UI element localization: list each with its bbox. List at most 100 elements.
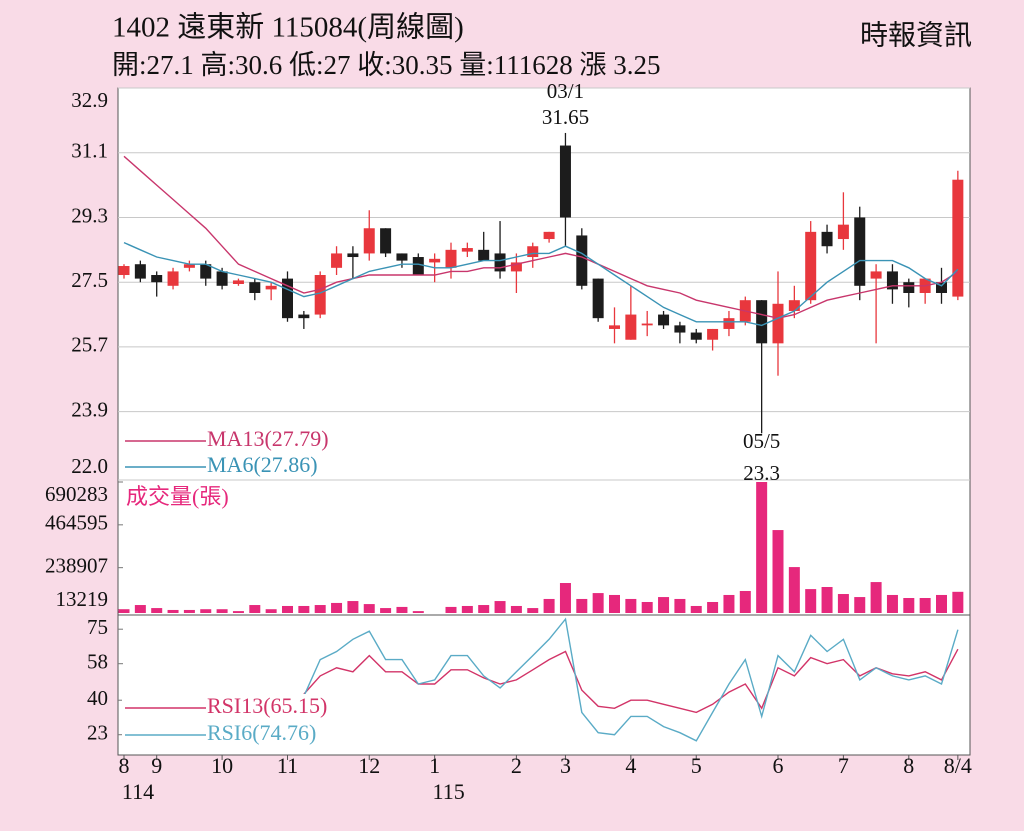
candle-body [690, 332, 702, 340]
candle-body [445, 249, 457, 268]
title: 1402 遠東新 115084(周線圖) [112, 11, 464, 44]
volume-bar [298, 605, 310, 613]
y-tick-label: 690283 [45, 482, 108, 506]
x-tick-label: 12 [358, 753, 380, 778]
volume-bar [167, 609, 179, 613]
volume-bar [396, 606, 408, 613]
annotation-date: 05/5 [743, 429, 780, 453]
y-tick-label: 31.1 [71, 139, 108, 163]
candle-body [429, 258, 441, 263]
candle-body [609, 325, 620, 329]
x-tick-label: 1 [429, 753, 440, 778]
volume-bar [723, 594, 735, 613]
candle-body [151, 275, 163, 283]
volume-bar [625, 598, 637, 613]
candle-body [347, 253, 359, 258]
candle-body [380, 228, 392, 254]
x-tick-label: 8 [903, 753, 914, 778]
volume-bar [690, 605, 702, 613]
volume-bar [118, 609, 130, 613]
x-tick-label: 8/4 [944, 753, 972, 778]
candle-body [527, 246, 539, 258]
y-tick-label: 464595 [45, 511, 108, 535]
volume-bar [183, 609, 195, 613]
volume-bar [363, 604, 375, 613]
volume-bar [200, 609, 212, 613]
x-tick-label: 5 [691, 753, 702, 778]
candle-body [936, 282, 947, 293]
candle-body [200, 264, 212, 279]
y-tick-label: 22.0 [71, 454, 108, 478]
candle-body [478, 249, 490, 261]
volume-bar [461, 605, 473, 613]
volume-bar [854, 597, 866, 613]
candle-body [723, 318, 735, 329]
x-tick-label: 11 [277, 753, 298, 778]
y-tick-label: 13219 [56, 587, 109, 611]
candle-body [412, 257, 424, 276]
volume-bar [478, 605, 490, 613]
y-tick-label: 32.9 [71, 88, 108, 112]
candle-body [543, 231, 555, 240]
volume-bar [314, 605, 326, 613]
candle-body [396, 253, 408, 261]
candle-body [134, 264, 146, 279]
candle-body [837, 224, 849, 240]
candle-body [805, 231, 817, 301]
volume-bar [445, 606, 457, 613]
candle-body [854, 217, 866, 286]
legend-label: RSI6(74.76) [207, 720, 316, 745]
volume-bar [936, 594, 947, 613]
y-tick-label: 75 [87, 615, 108, 639]
volume-bar [249, 605, 261, 613]
volume-bar [494, 601, 506, 613]
candle-body [510, 262, 522, 272]
volume-bar [658, 597, 670, 613]
legend-box [122, 694, 347, 754]
volume-bar [576, 598, 588, 613]
candle-body [249, 282, 261, 293]
annotation-value: 31.65 [542, 105, 589, 129]
volume-bar [821, 587, 833, 613]
volume-bar [772, 530, 784, 613]
y-tick-label: 23.9 [71, 397, 108, 421]
x-tick-label: 3 [560, 753, 571, 778]
candle-body [216, 271, 228, 286]
legend-label: MA6(27.86) [207, 452, 318, 477]
volume-bar [674, 598, 686, 613]
annotation-value: 23.3 [743, 461, 780, 485]
y-tick-label: 27.5 [71, 268, 108, 292]
candle-body [494, 253, 506, 272]
x-tick-label: 6 [773, 753, 784, 778]
x-sublabel: 114 [122, 779, 154, 804]
volume-bar [216, 609, 228, 613]
legend-label: RSI13(65.15) [207, 693, 327, 718]
volume-bar [886, 594, 898, 613]
candle-body [232, 280, 244, 284]
candle-body [314, 275, 326, 315]
candle-body [756, 300, 768, 344]
volume-bar [510, 605, 522, 613]
candle-body [461, 248, 473, 252]
candle-body [576, 235, 588, 286]
summary: 開:27.1 高:30.6 低:27 收:30.35 量:111628 漲 3.… [112, 50, 661, 80]
annotation-date: 03/1 [547, 79, 584, 103]
x-tick-label: 2 [511, 753, 522, 778]
panel-title: 成交量(張) [126, 484, 229, 509]
series-line [123, 241, 959, 327]
series-line [123, 155, 959, 319]
candle-body [183, 264, 195, 268]
candle-body [674, 325, 686, 333]
candle-body [592, 278, 604, 319]
candle-body [167, 271, 179, 286]
volume-bar [609, 594, 620, 613]
volume-bar [232, 611, 244, 613]
volume-bar [788, 567, 800, 613]
volume-bar [134, 605, 146, 613]
volume-bar [903, 598, 915, 613]
x-tick-label: 7 [838, 753, 849, 778]
volume-bar [412, 611, 424, 613]
y-tick-label: 29.3 [71, 203, 108, 227]
